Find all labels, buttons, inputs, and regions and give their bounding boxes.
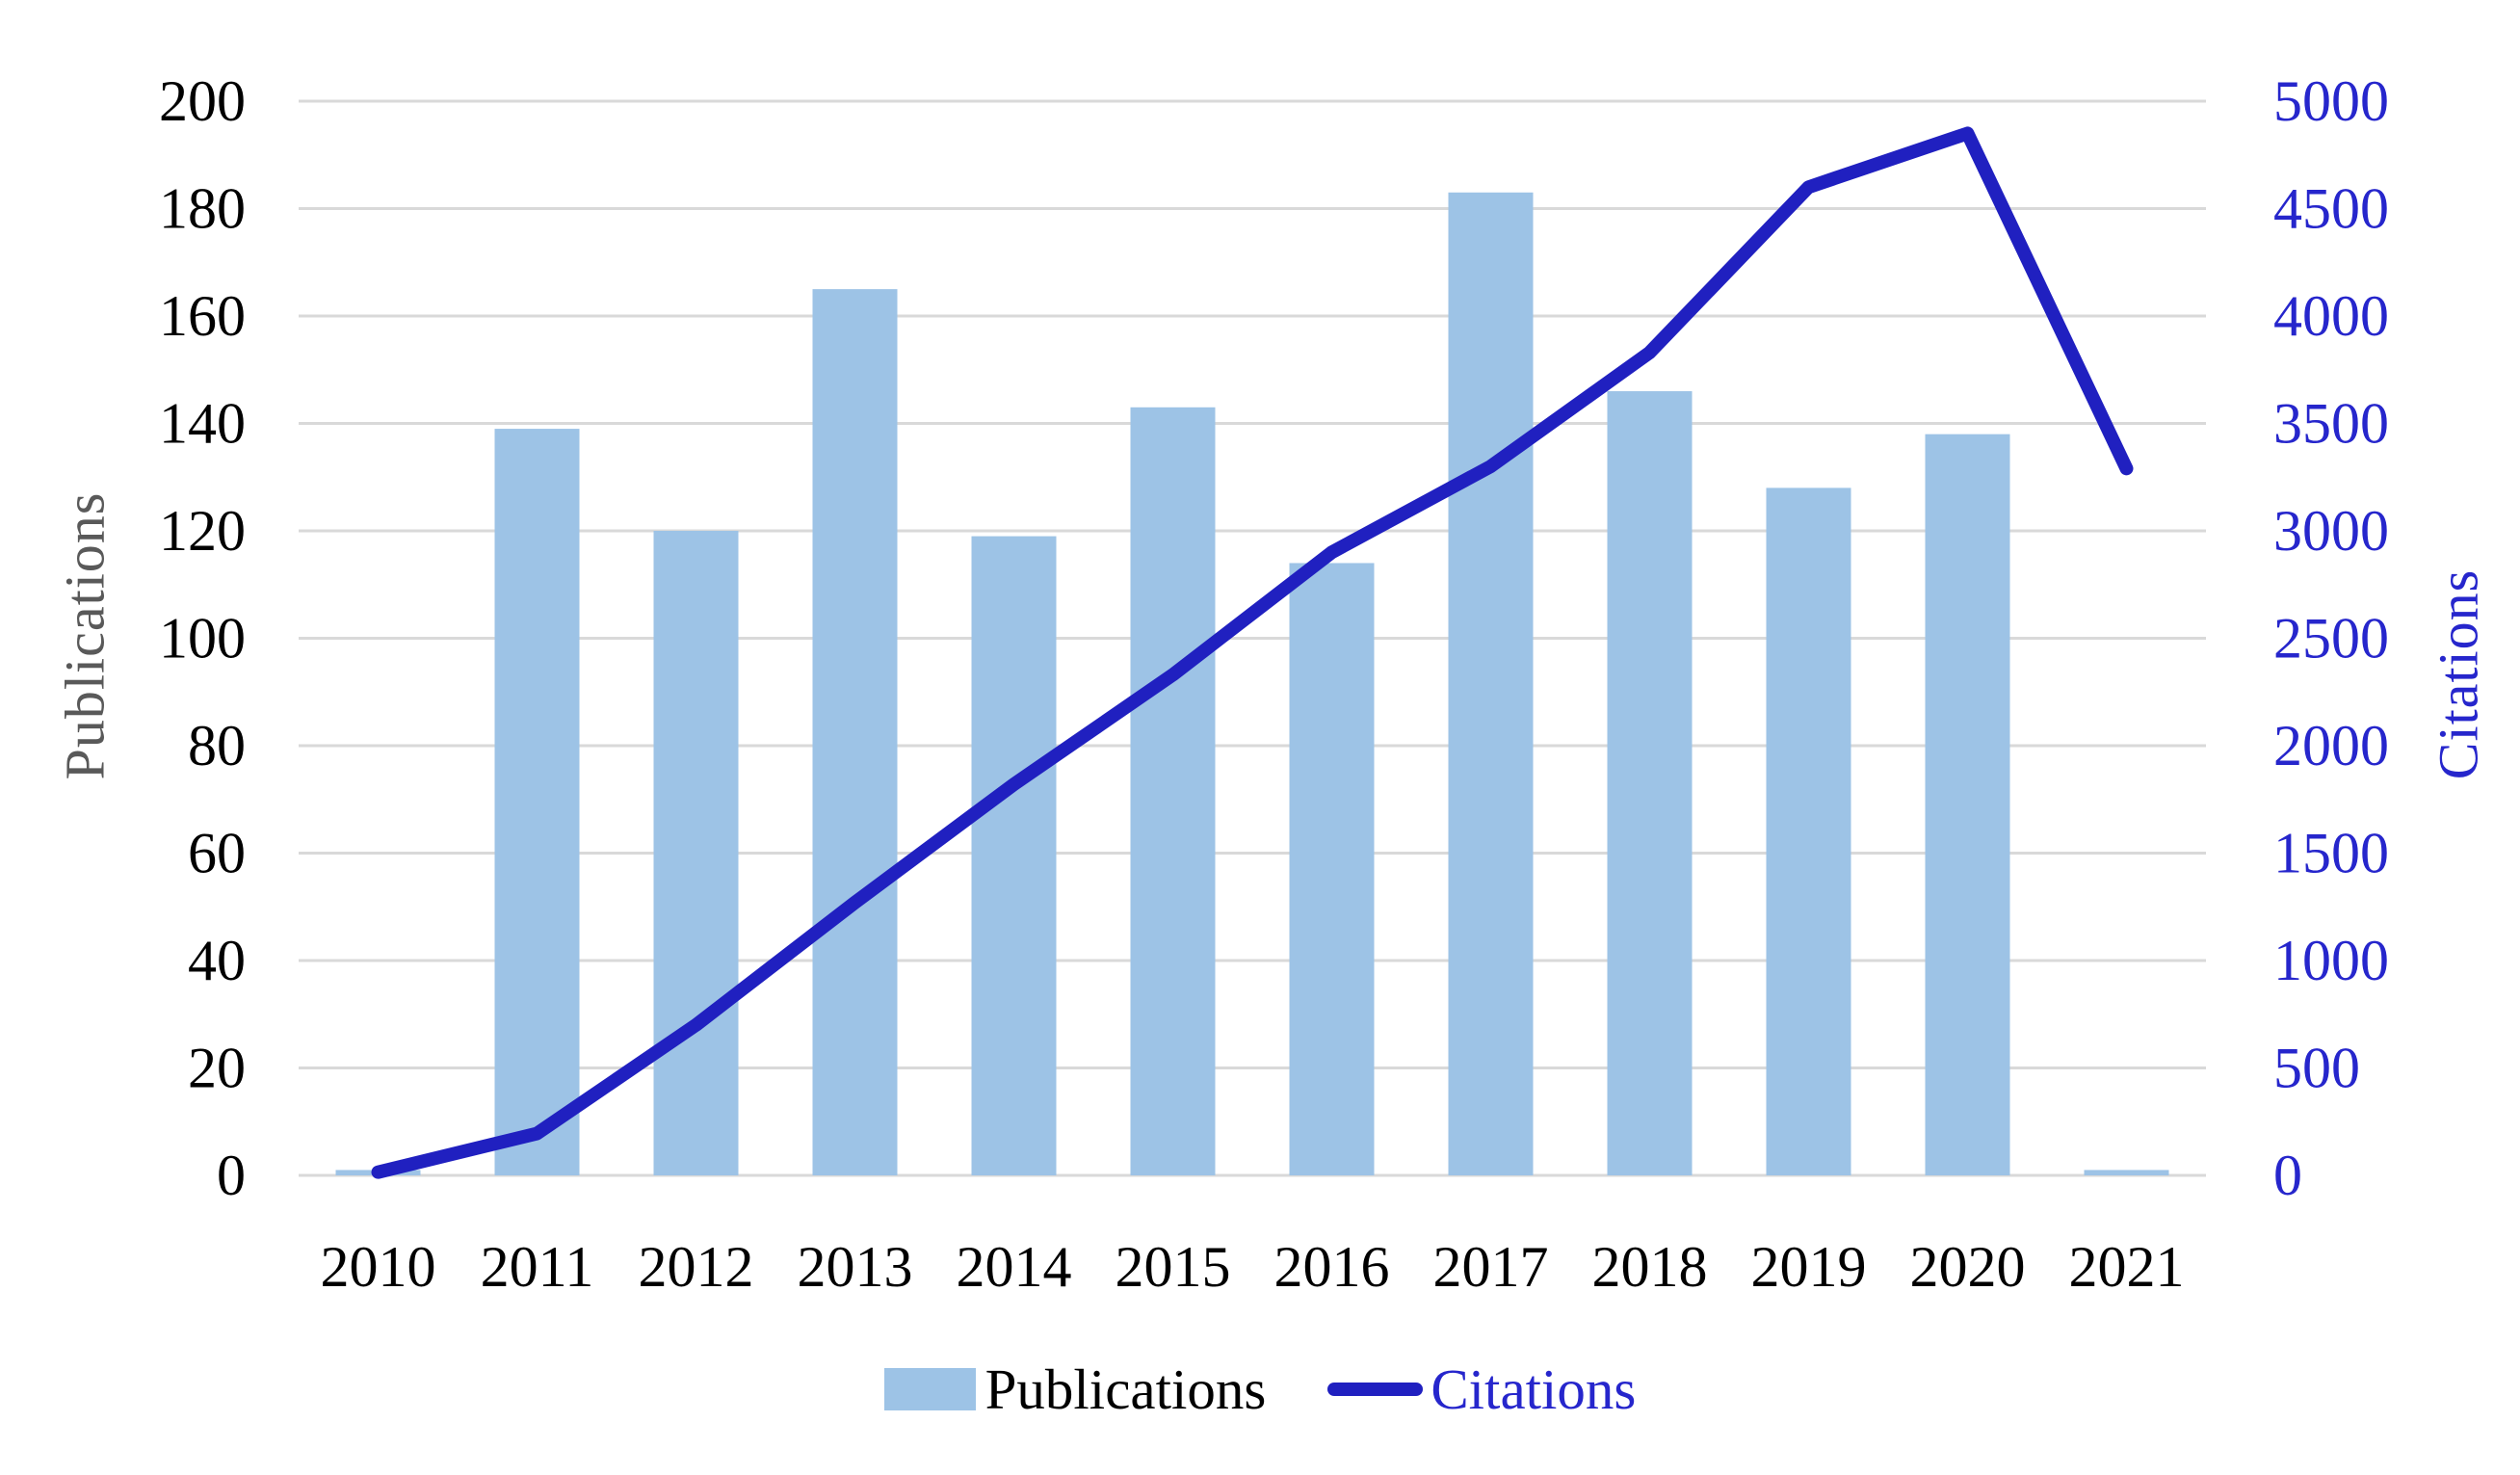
x-axis-label-2019: 2019	[1751, 1235, 1867, 1299]
left-axis-tick-200: 200	[159, 69, 246, 133]
left-axis-tick-160: 160	[159, 284, 246, 348]
left-axis-tick-80: 80	[188, 714, 246, 777]
publications-bar-2020	[1925, 434, 2010, 1175]
right-axis-tick-1000: 1000	[2273, 929, 2389, 992]
x-axis-label-2020: 2020	[1910, 1235, 2026, 1299]
right-axis-tick-0: 0	[2273, 1144, 2302, 1207]
x-axis-label-2014: 2014	[957, 1235, 1072, 1299]
left-axis-tick-140: 140	[159, 392, 246, 456]
left-axis-tick-100: 100	[159, 607, 246, 671]
publications-legend-label: Publications	[984, 1357, 1267, 1421]
x-axis-label-2010: 2010	[321, 1235, 436, 1299]
publications-bar-2014	[971, 536, 1057, 1175]
right-axis-tick-1500: 1500	[2273, 822, 2389, 885]
right-axis-title: Citations	[2427, 568, 2490, 780]
right-axis-tick-3500: 3500	[2273, 392, 2389, 456]
publications-bar-2019	[1766, 487, 1851, 1175]
left-axis-tick-0: 0	[217, 1144, 246, 1207]
x-axis-label-2018: 2018	[1592, 1235, 1708, 1299]
publications-bar-2011	[494, 429, 580, 1175]
publications-bar-2021	[2084, 1170, 2169, 1175]
right-axis-tick-500: 500	[2273, 1037, 2360, 1100]
legend: Publications Citations	[0, 1360, 2520, 1418]
x-axis-label-2016: 2016	[1274, 1235, 1390, 1299]
left-axis-tick-60: 60	[188, 822, 246, 885]
publications-bar-2013	[812, 289, 898, 1175]
x-axis-label-2017: 2017	[1433, 1235, 1549, 1299]
left-axis-title: Publications	[53, 491, 117, 780]
left-axis-tick-20: 20	[188, 1037, 246, 1100]
publications-legend-swatch-icon	[883, 1368, 976, 1410]
citations-legend-line-icon	[1327, 1383, 1424, 1396]
x-axis-label-2013: 2013	[798, 1235, 913, 1299]
right-axis-tick-2000: 2000	[2273, 714, 2389, 777]
citations-line	[371, 126, 2134, 1179]
publications-bar-2015	[1130, 407, 1216, 1175]
x-axis-label-2012: 2012	[639, 1235, 754, 1299]
right-axis-tick-4000: 4000	[2273, 284, 2389, 348]
x-axis-label-2015: 2015	[1116, 1235, 1231, 1299]
publications-bar-2016	[1289, 563, 1375, 1175]
left-axis-tick-180: 180	[159, 177, 246, 241]
left-axis-tick-40: 40	[188, 929, 246, 992]
citations-legend-label: Citations	[1431, 1357, 1637, 1421]
right-axis-tick-5000: 5000	[2273, 69, 2389, 133]
publications-bar-2018	[1607, 391, 1693, 1175]
right-axis-tick-3000: 3000	[2273, 499, 2389, 563]
x-axis-label-2011: 2011	[481, 1235, 594, 1299]
publications-bar-2012	[653, 531, 739, 1175]
publications-bar-2017	[1448, 192, 1534, 1175]
right-axis-tick-4500: 4500	[2273, 177, 2389, 241]
x-axis-label-2021: 2021	[2069, 1235, 2185, 1299]
left-axis-tick-120: 120	[159, 499, 246, 563]
right-axis-tick-2500: 2500	[2273, 607, 2389, 671]
